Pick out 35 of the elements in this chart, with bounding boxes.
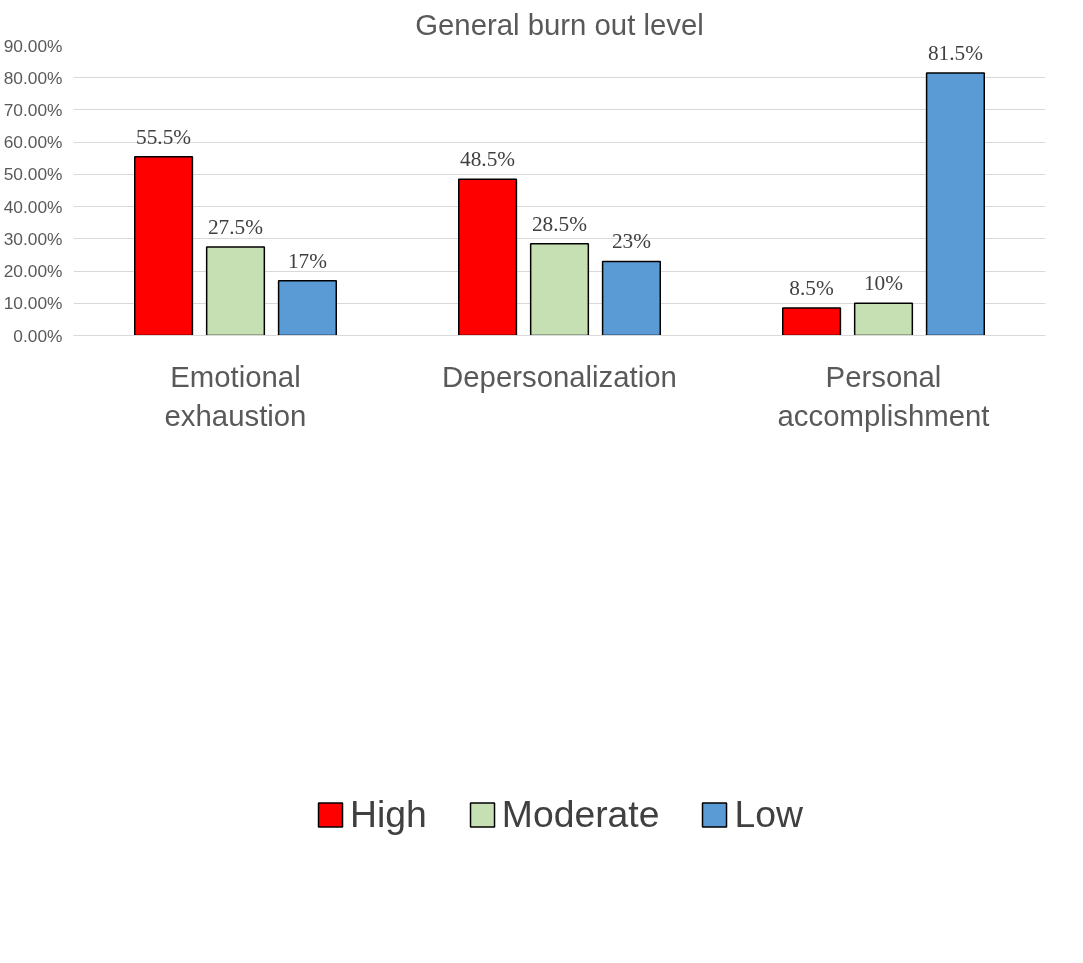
x-tick-label: Emotional exhaustion bbox=[164, 359, 307, 433]
data-label: 27.5% bbox=[207, 214, 264, 239]
data-label: 81.5% bbox=[927, 40, 984, 65]
y-tick-label: 60.00% bbox=[3, 132, 63, 153]
y-tick-label: 30.00% bbox=[3, 228, 63, 249]
y-tick-label: 70.00% bbox=[3, 99, 63, 120]
data-label: 55.5% bbox=[136, 124, 192, 149]
legend-label: Low bbox=[734, 792, 803, 836]
y-tick-label: 10.00% bbox=[3, 293, 63, 314]
data-label: 8.5% bbox=[789, 276, 835, 301]
bar bbox=[601, 260, 662, 336]
y-tick-label: 0.00% bbox=[13, 325, 63, 346]
bar bbox=[457, 178, 518, 336]
y-tick-label: 40.00% bbox=[3, 196, 63, 217]
bar bbox=[781, 307, 842, 336]
bar bbox=[133, 155, 194, 336]
chart-title: General burn out level bbox=[415, 7, 704, 41]
legend-label: Moderate bbox=[501, 792, 660, 836]
legend-label: High bbox=[350, 792, 427, 836]
y-tick-label: 20.00% bbox=[3, 261, 63, 282]
bar bbox=[277, 279, 338, 336]
y-tick-label: 50.00% bbox=[3, 164, 63, 185]
y-tick-label: 90.00% bbox=[3, 35, 63, 56]
bar bbox=[925, 72, 986, 336]
bar bbox=[529, 242, 590, 336]
bar bbox=[853, 302, 914, 336]
data-label: 28.5% bbox=[531, 211, 588, 236]
data-label: 23% bbox=[611, 229, 652, 254]
x-tick-label: Depersonalization bbox=[442, 359, 677, 393]
data-label: 17% bbox=[287, 248, 328, 273]
x-tick-label: Personal accomplishment bbox=[777, 359, 990, 433]
y-tick-label: 80.00% bbox=[3, 67, 63, 88]
data-label: 10% bbox=[863, 271, 904, 296]
bar bbox=[205, 246, 266, 336]
data-label: 48.5% bbox=[460, 147, 516, 172]
